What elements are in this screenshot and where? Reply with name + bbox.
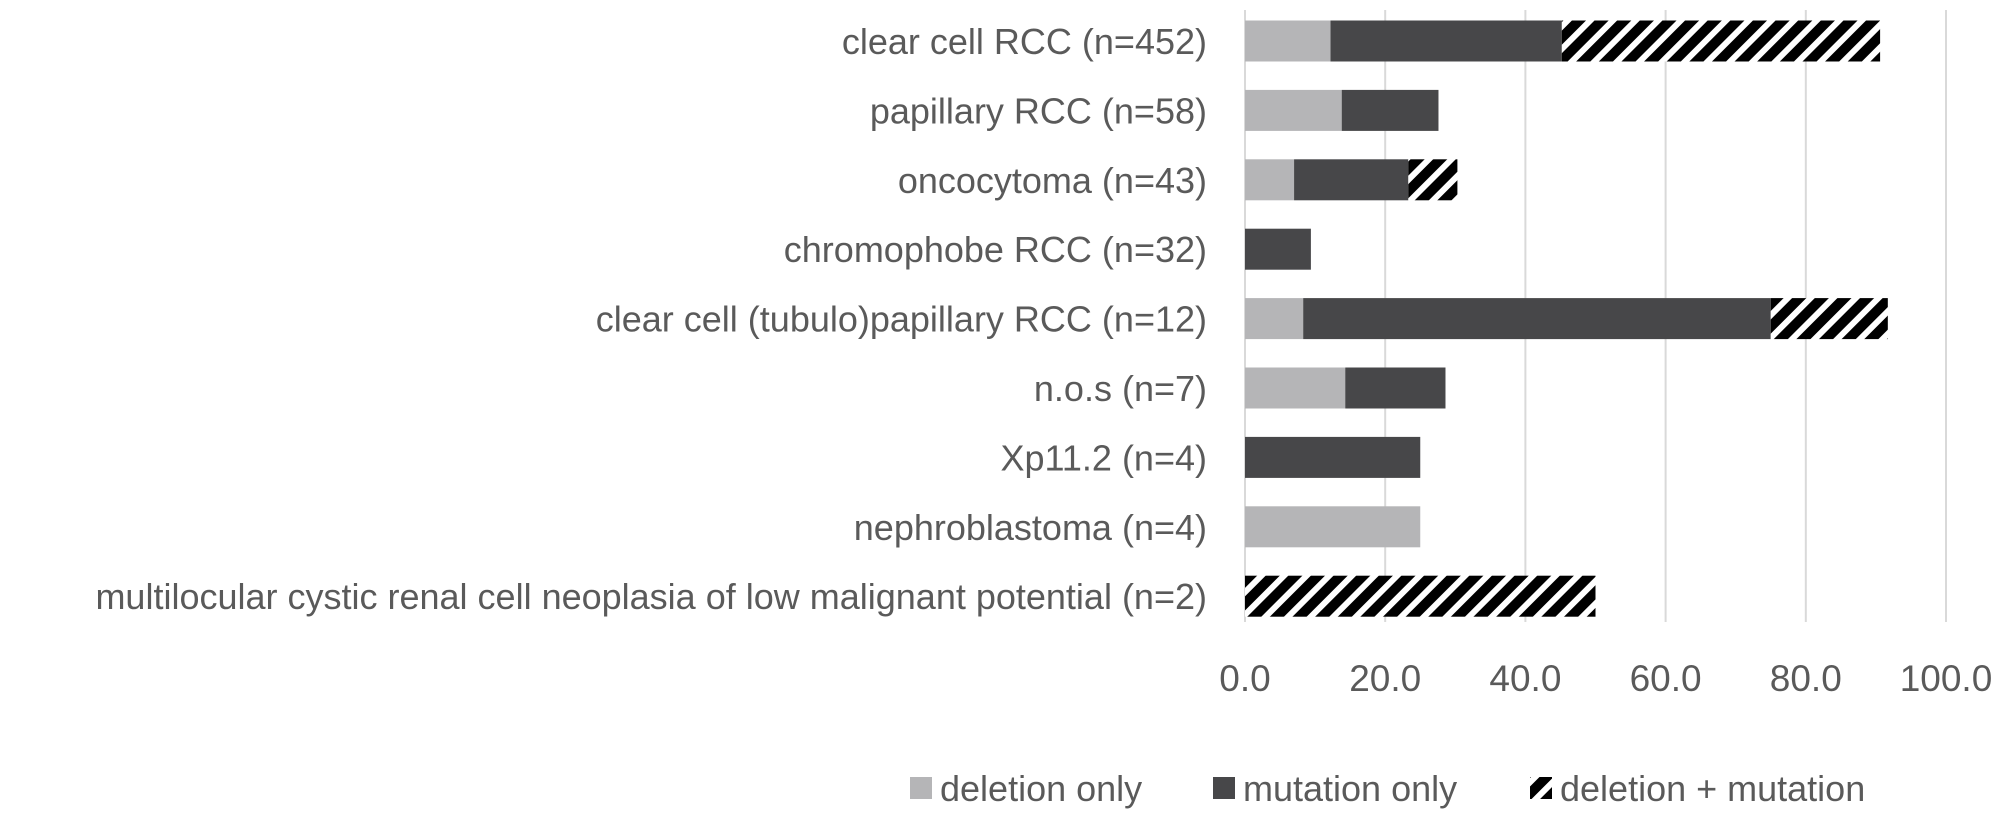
tick-label-0: 0.0 [1219,658,1270,699]
category-labels: clear cell RCC (n=452) papillary RCC (n=5… [95,21,1207,617]
bar-segment-deletion-mutation-4 [1770,298,1888,340]
category-label-8: multilocular cystic renal cell neoplasia… [95,576,1207,617]
legend: deletion only mutation only deletion + mut… [910,768,1865,809]
legend-swatch-deletion-only [910,777,932,799]
category-label-5: n.o.s (n=7) [1034,368,1207,409]
x-axis-tick-labels: 0.0 20.0 40.0 60.0 80.0 100.0 [1219,658,1992,699]
tick-label-80: 80.0 [1770,658,1842,699]
bar-segment-mutation-only-0 [1330,20,1562,62]
bar-segment-deletion-only-5 [1245,367,1346,409]
category-label-0: clear cell RCC (n=452) [842,21,1207,62]
bar-segment-mutation-only-4 [1303,298,1771,340]
bar-segment-mutation-only-5 [1345,367,1446,409]
legend-label-deletion-only: deletion only [940,768,1142,809]
category-label-7: nephroblastoma (n=4) [854,507,1207,548]
bar-segment-mutation-only-3 [1245,228,1311,270]
bar-segment-deletion-mutation-2 [1408,159,1458,201]
category-label-2: oncocytoma (n=43) [898,160,1207,201]
legend-label-deletion-mutation: deletion + mutation [1560,768,1865,809]
legend-label-mutation-only: mutation only [1243,768,1457,809]
bar-segment-deletion-only-0 [1245,20,1331,62]
legend-swatch-mutation-only [1213,777,1235,799]
tick-label-100: 100.0 [1900,658,1993,699]
bars [1245,20,1888,617]
bar-segment-deletion-mutation-8 [1245,575,1596,617]
tick-label-60: 60.0 [1630,658,1702,699]
bar-segment-mutation-only-1 [1341,89,1439,131]
bar-segment-mutation-only-6 [1245,436,1421,478]
category-label-1: papillary RCC (n=58) [870,90,1207,131]
legend-swatch-deletion-mutation [1530,777,1552,799]
bar-segment-deletion-mutation-0 [1561,20,1881,62]
tick-label-20: 20.0 [1349,658,1421,699]
bar-segment-mutation-only-2 [1294,159,1409,201]
tick-label-40: 40.0 [1489,658,1561,699]
bar-segment-deletion-only-2 [1245,159,1295,201]
bar-segment-deletion-only-7 [1245,506,1421,548]
bar-segment-deletion-only-1 [1245,89,1342,131]
category-label-3: chromophobe RCC (n=32) [784,229,1207,270]
bar-segment-deletion-only-4 [1245,298,1304,340]
category-label-4: clear cell (tubulo)papillary RCC (n=12) [596,299,1207,340]
category-label-6: Xp11.2 (n=4) [1001,437,1207,478]
